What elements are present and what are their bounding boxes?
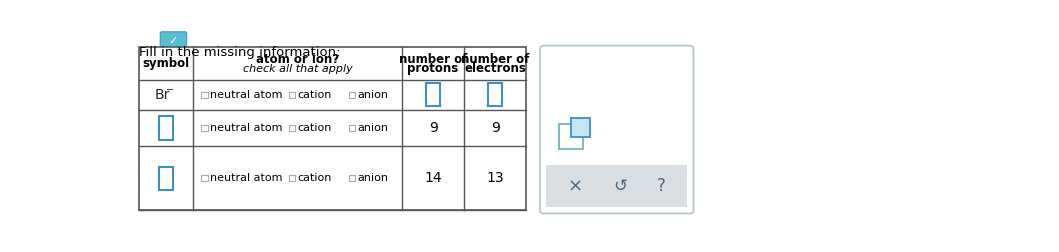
Text: −: − bbox=[166, 84, 175, 94]
Bar bbox=[559, 124, 584, 149]
Bar bbox=[289, 92, 295, 98]
Text: check all that apply: check all that apply bbox=[243, 64, 353, 74]
Text: electrons: electrons bbox=[464, 62, 526, 75]
Text: atom or ion?: atom or ion? bbox=[256, 53, 339, 66]
Bar bbox=[348, 175, 355, 181]
Bar bbox=[201, 92, 208, 98]
Text: symbol: symbol bbox=[142, 57, 190, 70]
Bar bbox=[546, 165, 687, 207]
Text: neutral atom: neutral atom bbox=[210, 90, 283, 100]
Bar bbox=[571, 118, 590, 137]
Text: ×: × bbox=[568, 177, 584, 195]
Bar bbox=[289, 175, 295, 181]
Text: number of: number of bbox=[461, 53, 530, 66]
Text: 9: 9 bbox=[490, 121, 500, 135]
Bar bbox=[159, 116, 173, 140]
Text: 13: 13 bbox=[486, 171, 504, 185]
Text: ↺: ↺ bbox=[613, 177, 627, 195]
Text: 14: 14 bbox=[425, 171, 442, 185]
Bar bbox=[348, 125, 355, 131]
Text: anion: anion bbox=[357, 123, 389, 133]
Text: ✓: ✓ bbox=[168, 36, 178, 46]
Bar bbox=[289, 125, 295, 131]
Text: ?: ? bbox=[657, 177, 665, 195]
Text: anion: anion bbox=[357, 90, 389, 100]
Bar bbox=[426, 83, 441, 107]
Text: anion: anion bbox=[357, 173, 389, 183]
Bar bbox=[348, 92, 355, 98]
Text: neutral atom: neutral atom bbox=[210, 173, 283, 183]
Bar bbox=[488, 83, 502, 107]
Bar bbox=[201, 175, 208, 181]
Text: cation: cation bbox=[298, 90, 331, 100]
Text: neutral atom: neutral atom bbox=[210, 123, 283, 133]
FancyBboxPatch shape bbox=[540, 46, 694, 213]
Bar bbox=[201, 125, 208, 131]
Text: cation: cation bbox=[298, 173, 331, 183]
Text: Fill in the missing information:: Fill in the missing information: bbox=[139, 46, 340, 59]
Text: cation: cation bbox=[298, 123, 331, 133]
Bar bbox=[139, 47, 526, 210]
Text: Br: Br bbox=[155, 88, 169, 102]
Bar bbox=[159, 167, 173, 190]
Text: 9: 9 bbox=[429, 121, 437, 135]
Text: protons: protons bbox=[408, 62, 459, 75]
Text: number of: number of bbox=[399, 53, 467, 66]
FancyBboxPatch shape bbox=[160, 32, 186, 50]
